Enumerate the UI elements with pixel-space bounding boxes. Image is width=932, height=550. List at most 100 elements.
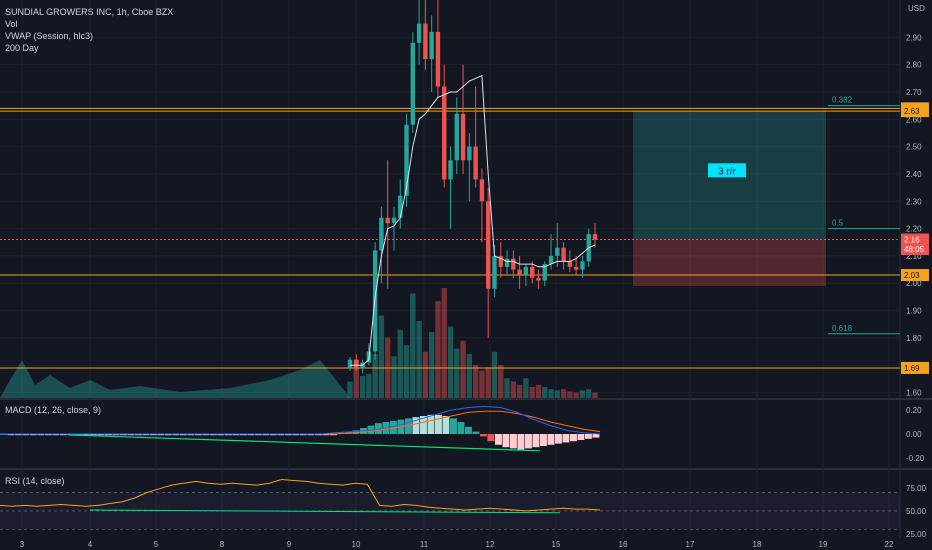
time-tick: 8: [220, 540, 225, 549]
volume-bar: [567, 391, 573, 398]
ma-label: 200 Day: [5, 43, 39, 53]
macd-histogram-bar: [157, 434, 165, 436]
time-tick: 12: [486, 540, 495, 549]
candle-body: [404, 124, 409, 196]
macd-histogram-bar: [105, 434, 112, 436]
time-axis: 3 4 5 8 9 10 11 12 15 16 17 18 19 22: [0, 538, 932, 550]
volume-bar: [472, 365, 479, 398]
volume-bar: [542, 387, 548, 398]
macd-histogram-bar: [180, 434, 187, 436]
candle-body: [467, 146, 472, 161]
time-tick: 10: [352, 540, 361, 549]
volume-bar: [454, 348, 460, 398]
macd-histogram-bar: [592, 434, 600, 438]
price-tick: 2.10: [906, 252, 922, 261]
volume-bar: [353, 359, 359, 398]
volume-bar: [548, 389, 554, 398]
volume-bar: [422, 351, 429, 398]
price-tick: 2.50: [906, 143, 922, 152]
price-badge-label: 2.16: [904, 236, 920, 245]
macd-histogram-bar: [187, 434, 195, 436]
candle-body: [561, 247, 566, 262]
price-badge: [901, 269, 929, 282]
candle-body: [410, 42, 416, 125]
macd-histogram-bar: [525, 434, 532, 449]
macd-histogram-bar: [495, 434, 502, 445]
macd-histogram-bar: [52, 434, 60, 436]
price-badge-label: 48:05: [904, 245, 925, 254]
volume-bar: [359, 376, 366, 398]
macd-histogram-bar: [427, 414, 435, 434]
price-tick: 2.70: [906, 88, 922, 97]
macd-histogram-bar: [562, 434, 570, 443]
rsi-pane: 75.00 50.00 25.00: [0, 478, 927, 539]
candle-body: [517, 269, 522, 276]
macd-histogram-bar: [577, 434, 585, 440]
macd-tick: -0.20: [906, 454, 925, 463]
price-tick: 2.80: [906, 61, 922, 70]
time-tick: 9: [287, 540, 292, 549]
time-tick: 5: [154, 540, 159, 549]
macd-histogram-bar: [502, 434, 510, 448]
time-tick: 22: [885, 540, 894, 549]
macd-histogram-bar: [135, 434, 142, 436]
volume-bar: [479, 370, 485, 398]
macd-histogram-bar: [15, 434, 22, 436]
candle-body: [435, 31, 441, 87]
macd-histogram-bar: [37, 434, 45, 436]
candle-body: [423, 23, 428, 60]
time-tick: 17: [686, 540, 695, 549]
volume-bar: [447, 326, 454, 398]
volume-bar: [397, 329, 403, 398]
fib-label: 0.618: [832, 324, 853, 333]
candle-body: [592, 234, 598, 240]
candle-body: [429, 31, 434, 60]
macd-histogram-bar: [120, 434, 127, 436]
rsi-trend-line: [89, 509, 561, 514]
volume-bar: [498, 365, 504, 398]
vwap-line: [350, 74, 596, 366]
macd-histogram-bar: [232, 434, 240, 436]
rsi-tick: 25.00: [906, 530, 927, 539]
rsi-tick: 50.00: [906, 507, 927, 516]
price-tick: 2.90: [906, 33, 922, 42]
macd-histogram-bar: [555, 434, 562, 444]
rsi-tick: 75.00: [906, 484, 927, 493]
macd-histogram-bar: [90, 434, 97, 436]
macd-histogram-bar: [240, 434, 247, 436]
vwap-label: VWAP (Session, hlc3): [5, 31, 94, 41]
volume-bar: [523, 378, 529, 398]
macd-divergence-line: [69, 434, 541, 452]
candle-body: [498, 255, 503, 267]
volume-bar: [529, 387, 535, 398]
candle-body: [354, 359, 359, 368]
macd-histogram-bar: [442, 416, 450, 434]
price-badge: [901, 243, 929, 256]
rr-label-bg: [708, 163, 746, 178]
volume-bar: [347, 381, 353, 398]
candle-body: [391, 217, 397, 224]
price-tick: 2.20: [906, 225, 922, 234]
macd-histogram-bar: [435, 414, 442, 434]
price-tick: 1.80: [906, 334, 922, 343]
volume-bar: [516, 384, 523, 398]
price-badge-label: 2.03: [904, 271, 920, 280]
candle-body: [479, 179, 485, 202]
time-tick: 11: [420, 540, 429, 549]
macd-histogram-bar: [270, 434, 277, 436]
macd-histogram-bar: [172, 434, 180, 436]
candle-body: [536, 277, 541, 281]
macd-histogram-bar: [540, 434, 547, 446]
volume-bar: [535, 384, 542, 398]
macd-histogram-bar: [307, 434, 315, 436]
volume-bar: [403, 345, 410, 398]
macd-histogram-bar: [195, 434, 202, 436]
macd-histogram-bar: [412, 417, 420, 434]
macd-histogram-bar: [202, 434, 210, 436]
volume-bar: [441, 288, 447, 398]
macd-histogram-bar: [585, 434, 592, 439]
macd-histogram-bar: [480, 434, 487, 437]
volume-bar: [372, 354, 378, 398]
macd-histogram-bar: [292, 434, 300, 436]
